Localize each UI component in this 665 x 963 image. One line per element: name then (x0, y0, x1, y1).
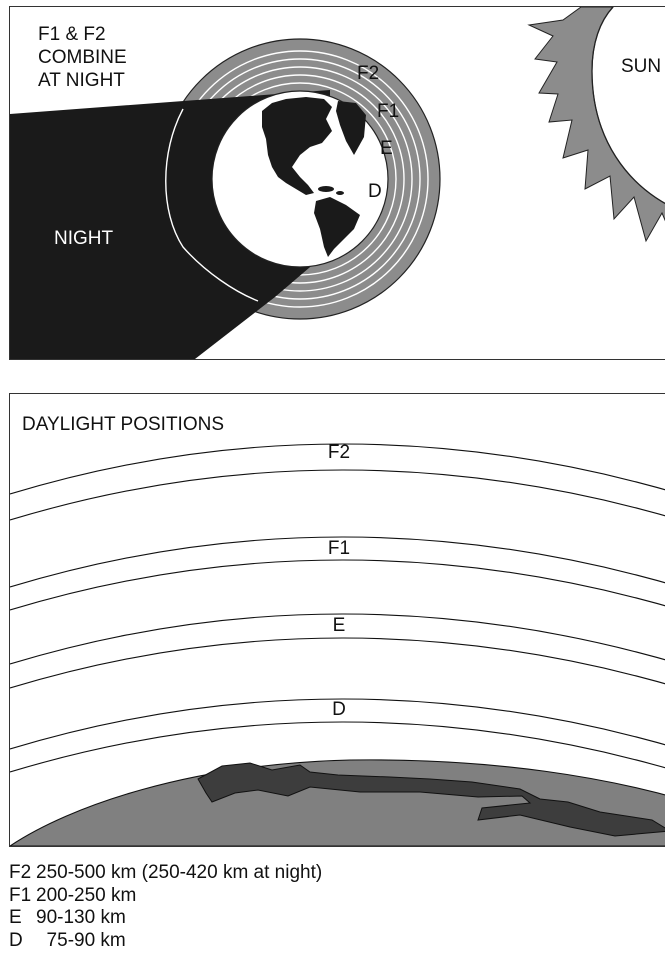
layer-label-f1: F1 (377, 101, 399, 122)
f2-upper-arc (10, 443, 665, 495)
d-upper-arc (10, 698, 665, 750)
daylight-label-f1: F1 (328, 538, 350, 559)
earth-surface (10, 759, 665, 846)
legend-row-e: E 90-130 km (9, 907, 322, 930)
caribbean-island (318, 186, 334, 192)
legend-range: 75-90 km (36, 929, 126, 951)
daylight-positions-diagram: DAYLIGHT POSITIONS F2 F1 E D (9, 393, 665, 847)
f1-lower-arc (10, 559, 665, 611)
legend-range: 200-250 km (36, 884, 137, 906)
night-day-diagram: F1 & F2 COMBINE AT NIGHT NIGHT SUN F2 F1… (9, 6, 665, 360)
daylight-label-e: E (333, 615, 346, 636)
south-america (314, 197, 360, 257)
layer-label-d: D (368, 181, 382, 202)
altitude-legend: F2 250-500 km (250-420 km at night) F1 2… (9, 862, 322, 952)
legend-range: 90-130 km (36, 907, 126, 928)
legend-row-d: D 75-90 km (9, 930, 322, 953)
layer-label-e: E (380, 138, 393, 159)
daylight-layers-svg: DAYLIGHT POSITIONS F2 F1 E D (10, 414, 665, 846)
f1-upper-arc (10, 536, 665, 588)
ionosphere-earth-svg: F1 & F2 COMBINE AT NIGHT NIGHT SUN F2 F1… (10, 7, 665, 359)
legend-layer: F1 (9, 884, 32, 906)
daylight-title: DAYLIGHT POSITIONS (22, 414, 224, 435)
legend-layer: D (9, 929, 23, 951)
layer-label-f2: F2 (357, 63, 379, 84)
d-lower-arc (10, 721, 665, 773)
f2-lower-arc (10, 469, 665, 521)
e-upper-arc (10, 613, 665, 665)
sun-rays (527, 7, 665, 243)
greenland (336, 101, 366, 155)
legend-row-f1: F1 200-250 km (9, 885, 322, 908)
sun-label: SUN (621, 56, 661, 77)
legend-layer: E (9, 907, 22, 928)
land-shadow (197, 762, 665, 837)
caribbean-island (336, 191, 344, 195)
night-f-layer-outline (165, 108, 259, 302)
north-america (262, 97, 332, 195)
layer-arcs (10, 443, 665, 773)
sun-disk-edge (591, 7, 665, 204)
legend-range: 250-500 km (250-420 km at night) (36, 862, 323, 883)
daylight-label-f2: F2 (328, 442, 350, 463)
combine-note-line-2: COMBINE (38, 47, 127, 68)
legend-row-f2: F2 250-500 km (250-420 km at night) (9, 862, 322, 885)
combine-note-line-3: AT NIGHT (38, 70, 125, 91)
combine-note-line-1: F1 & F2 (38, 24, 106, 45)
daylight-label-d: D (332, 699, 346, 720)
night-label: NIGHT (54, 228, 114, 249)
e-lower-arc (10, 637, 665, 689)
legend-layer: F2 (9, 862, 32, 883)
